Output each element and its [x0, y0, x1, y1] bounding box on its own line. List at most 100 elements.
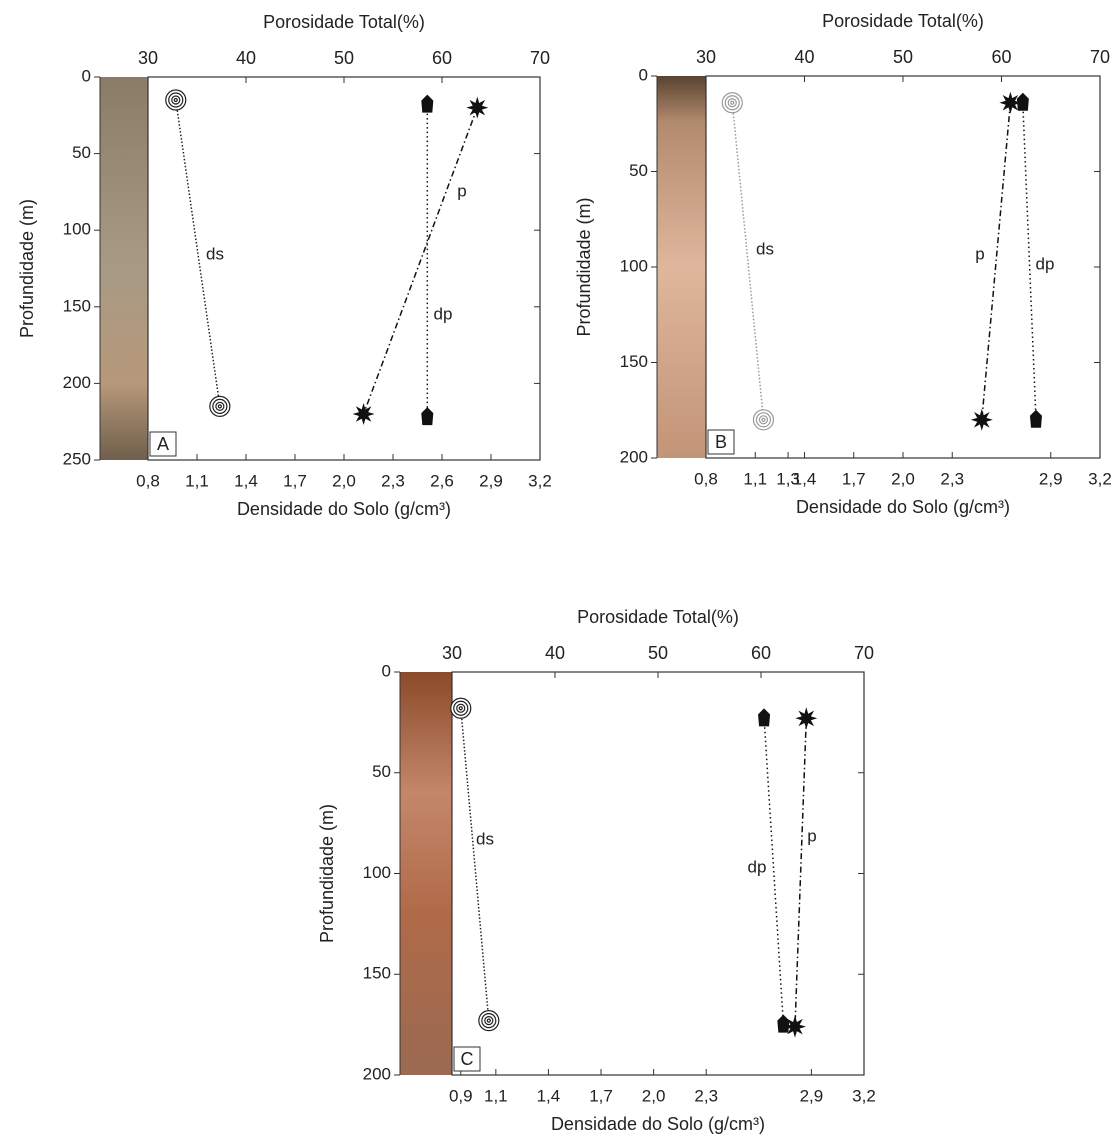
y-tick-label: 50: [629, 161, 648, 180]
x-tick-label: 2,0: [642, 1086, 666, 1105]
x2-tick-label: 30: [442, 643, 462, 663]
x2-tick-label: 70: [530, 48, 550, 68]
series-name: ds: [206, 244, 224, 263]
marker-pentagon: [758, 708, 771, 727]
marker-ring: [456, 703, 466, 713]
series-line: [175, 99, 221, 407]
y-axis-label: Profundidade (m): [317, 804, 337, 943]
x-tick-label: 0,8: [136, 471, 160, 490]
marker-shape: [1029, 409, 1042, 428]
series-name: ds: [756, 239, 774, 258]
x-tick-label: 1,1: [185, 471, 209, 490]
y-tick-label: 150: [63, 296, 91, 315]
x-tick-label: 0,8: [694, 469, 718, 488]
marker-ring: [173, 97, 178, 103]
x2-axis-label: Porosidade Total(%): [822, 11, 984, 31]
x-axis-label: Densidade do Solo (g/cm³): [551, 1114, 765, 1134]
marker-ring: [215, 401, 225, 411]
marker-shape: [421, 94, 434, 113]
x-axis-label: Densidade do Solo (g/cm³): [237, 499, 451, 519]
marker-pentagon: [777, 1014, 790, 1033]
y-tick-label: 200: [620, 447, 648, 466]
marker-star: [970, 408, 993, 431]
series-name: p: [975, 244, 984, 263]
x-tick-label: 3,2: [852, 1086, 876, 1105]
y-tick-label: 250: [63, 449, 91, 468]
x-tick-label: 2,9: [800, 1086, 824, 1105]
marker-shape: [970, 408, 993, 431]
x-tick-label: 1,7: [842, 469, 866, 488]
marker-pentagon: [421, 407, 434, 426]
x2-axis-label: Porosidade Total(%): [577, 607, 739, 627]
x-tick-label: 0,9: [449, 1086, 473, 1105]
marker-shape: [777, 1014, 790, 1033]
marker-ring: [168, 92, 184, 108]
marker-spiral: [721, 92, 743, 114]
series-name: dp: [1036, 254, 1055, 273]
x-tick-label: 2,9: [479, 471, 503, 490]
marker-pentagon: [421, 94, 434, 113]
y-tick-label: 0: [82, 66, 91, 85]
marker-ring: [727, 98, 737, 108]
series-line: [460, 708, 490, 1021]
marker-pentagon: [1016, 92, 1029, 111]
series-line: [731, 102, 765, 420]
series-name: p: [807, 826, 816, 845]
marker-shape: [795, 707, 818, 730]
series-line: [1022, 102, 1037, 420]
y-tick-label: 150: [620, 352, 648, 371]
y-tick-label: 200: [63, 373, 91, 392]
panel-label-box: [149, 431, 177, 457]
x-tick-label: 2,9: [1039, 469, 1063, 488]
marker-ring: [755, 412, 772, 428]
x-tick-label: 2,0: [332, 471, 356, 490]
x2-tick-label: 50: [334, 48, 354, 68]
marker-pentagon: [1029, 409, 1042, 428]
x-tick-label: 1,1: [743, 469, 767, 488]
x-tick-label: 1,4: [793, 469, 817, 488]
soil-photo: [400, 672, 452, 1075]
marker-ring: [721, 92, 743, 114]
y-tick-label: 50: [72, 143, 91, 162]
panel-label-box: [453, 1046, 481, 1072]
marker-ring: [758, 415, 769, 425]
x-tick-label: 3,2: [1088, 469, 1112, 488]
series-line: [362, 107, 479, 415]
marker-spiral: [450, 697, 472, 719]
marker-spiral: [752, 409, 775, 431]
x2-tick-label: 40: [545, 643, 565, 663]
x-tick-label: 1,3: [776, 469, 800, 488]
plot-frame: [147, 76, 541, 461]
marker-ring: [458, 706, 463, 711]
x2-tick-label: 60: [751, 643, 771, 663]
marker-star: [784, 1015, 806, 1038]
y-tick-label: 0: [639, 65, 648, 84]
y-tick-label: 50: [372, 762, 391, 781]
y-tick-label: 100: [363, 863, 391, 882]
x-tick-label: 2,3: [940, 469, 964, 488]
x2-tick-label: 30: [696, 47, 716, 67]
marker-spiral: [165, 89, 187, 111]
marker-star: [466, 96, 489, 119]
x2-axis-label: Porosidade Total(%): [263, 12, 425, 32]
series-line: [981, 102, 1012, 420]
x-tick-label: 1,4: [234, 471, 258, 490]
x-axis-label: Densidade do Solo (g/cm³): [796, 497, 1010, 517]
y-tick-label: 100: [620, 256, 648, 275]
marker-shape: [466, 96, 489, 119]
x2-tick-label: 50: [893, 47, 913, 67]
marker-ring: [478, 1009, 500, 1032]
panel-label: C: [461, 1049, 474, 1069]
marker-ring: [484, 1015, 494, 1026]
marker-star: [999, 91, 1022, 114]
marker-ring: [481, 1012, 497, 1029]
marker-shape: [352, 403, 375, 425]
series-name: ds: [476, 829, 494, 848]
marker-ring: [217, 404, 222, 409]
marker-ring: [724, 95, 740, 111]
x-tick-label: 2,6: [430, 471, 454, 490]
marker-ring: [761, 417, 766, 422]
marker-ring: [486, 1018, 491, 1023]
marker-shape: [758, 708, 771, 727]
x2-tick-label: 70: [1090, 47, 1110, 67]
